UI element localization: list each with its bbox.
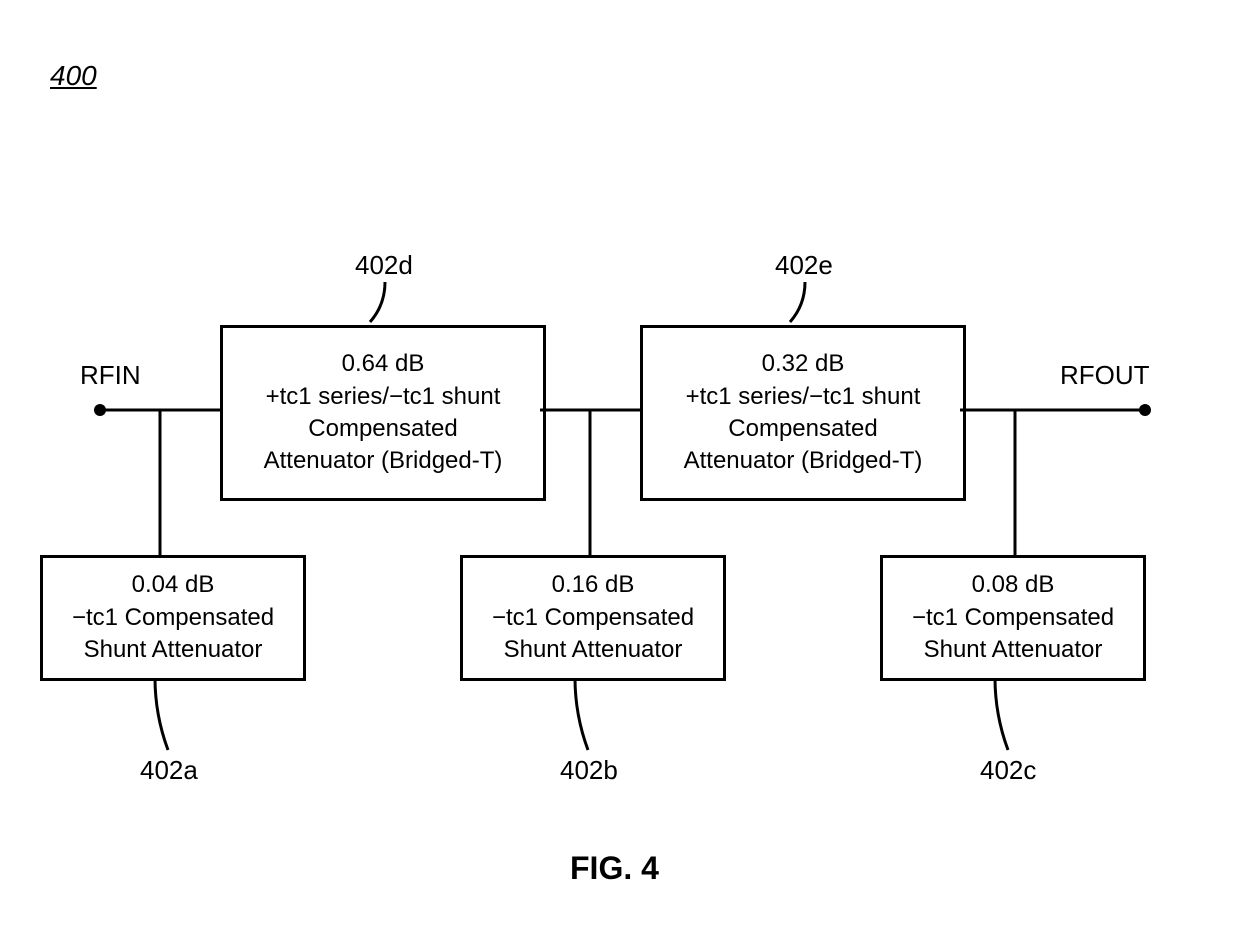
ref-402d: 402d xyxy=(355,250,413,281)
figure-number: 400 xyxy=(50,60,97,92)
box-line: Attenuator (Bridged-T) xyxy=(684,445,923,477)
rfin-dot xyxy=(94,404,106,416)
rfout-dot xyxy=(1139,404,1151,416)
box-line: Shunt Attenuator xyxy=(84,634,263,666)
wiring-svg xyxy=(0,0,1240,942)
figure-caption: FIG. 4 xyxy=(570,850,659,887)
rfin-label: RFIN xyxy=(80,360,141,391)
ref-402c: 402c xyxy=(980,755,1036,786)
ref-402a: 402a xyxy=(140,755,198,786)
box-line: 0.32 dB xyxy=(762,348,845,380)
box-line: 0.64 dB xyxy=(342,348,425,380)
box-402b: 0.16 dB −tc1 Compensated Shunt Attenuato… xyxy=(460,555,726,681)
box-line: −tc1 Compensated xyxy=(492,602,694,634)
ref-402e: 402e xyxy=(775,250,833,281)
box-402d: 0.64 dB +tc1 series/−tc1 shunt Compensat… xyxy=(220,325,546,501)
box-line: −tc1 Compensated xyxy=(912,602,1114,634)
box-line: +tc1 series/−tc1 shunt xyxy=(266,381,501,413)
box-402e: 0.32 dB +tc1 series/−tc1 shunt Compensat… xyxy=(640,325,966,501)
box-line: Shunt Attenuator xyxy=(504,634,683,666)
box-line: Shunt Attenuator xyxy=(924,634,1103,666)
box-line: 0.16 dB xyxy=(552,569,635,601)
box-402a: 0.04 dB −tc1 Compensated Shunt Attenuato… xyxy=(40,555,306,681)
box-line: +tc1 series/−tc1 shunt xyxy=(686,381,921,413)
rfout-label: RFOUT xyxy=(1060,360,1150,391)
box-line: 0.04 dB xyxy=(132,569,215,601)
box-line: −tc1 Compensated xyxy=(72,602,274,634)
box-line: Compensated xyxy=(308,413,457,445)
box-402c: 0.08 dB −tc1 Compensated Shunt Attenuato… xyxy=(880,555,1146,681)
box-line: Compensated xyxy=(728,413,877,445)
box-line: 0.08 dB xyxy=(972,569,1055,601)
diagram-canvas: 400 RFIN RFOUT 402d 402e 402a 402b 402c … xyxy=(0,0,1240,942)
box-line: Attenuator (Bridged-T) xyxy=(264,445,503,477)
ref-402b: 402b xyxy=(560,755,618,786)
